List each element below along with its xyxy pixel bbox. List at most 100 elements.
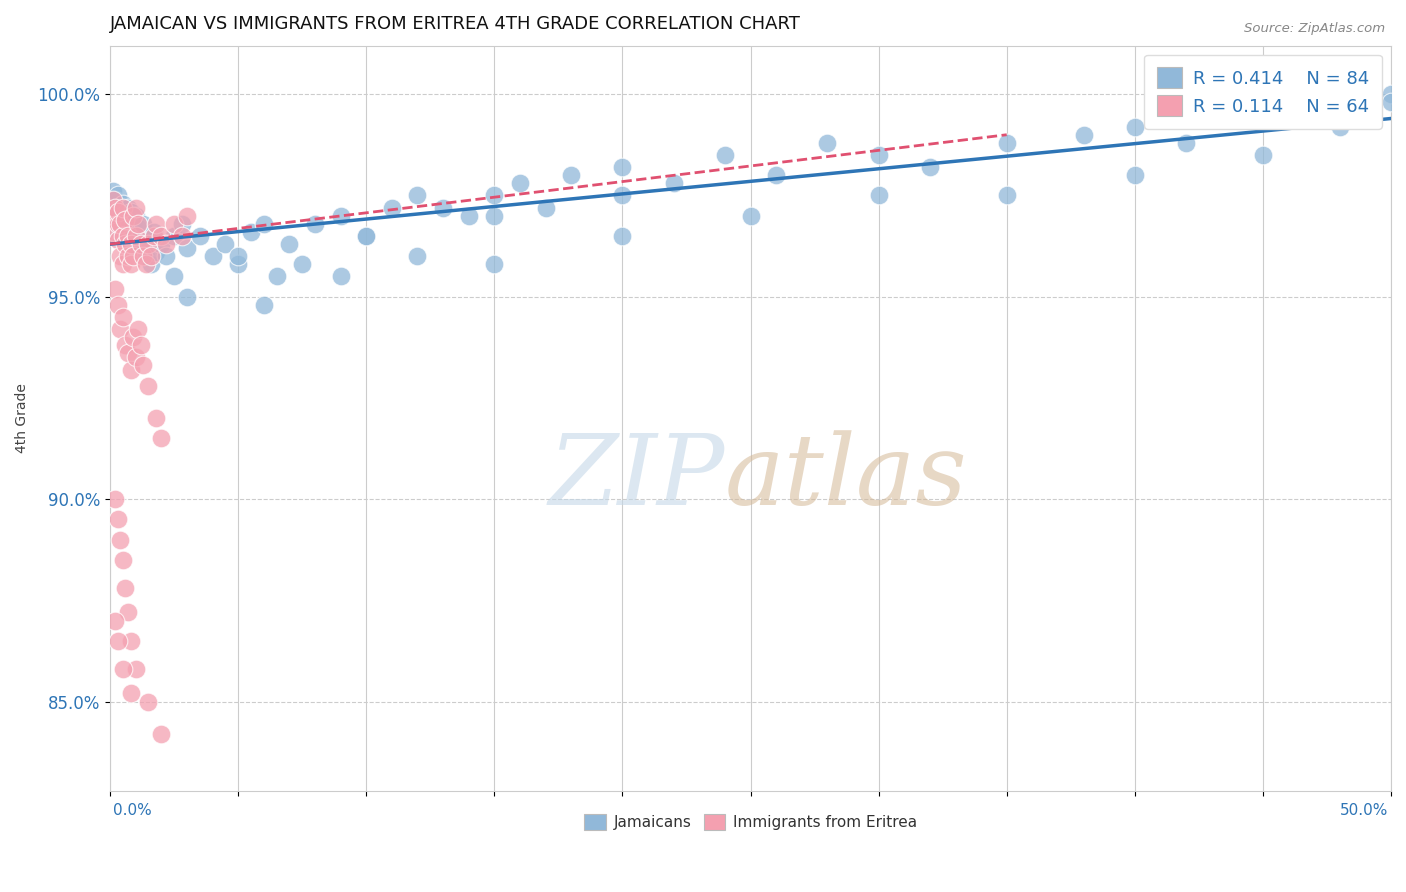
Point: [201, 249, 224, 263]
Point: [101, 193, 124, 207]
Point: [124, 662, 146, 676]
Point: [253, 217, 276, 231]
Point: [120, 362, 142, 376]
Point: [1123, 120, 1146, 134]
Point: [114, 212, 136, 227]
Point: [114, 581, 136, 595]
Point: [1251, 148, 1274, 162]
Point: [138, 694, 160, 708]
Point: [120, 237, 142, 252]
Point: [104, 204, 127, 219]
Point: [1303, 95, 1326, 110]
Point: [176, 241, 198, 255]
Point: [114, 237, 136, 252]
Point: [132, 249, 155, 263]
Point: [145, 411, 167, 425]
Point: [239, 225, 262, 239]
Point: [111, 196, 134, 211]
Point: [127, 217, 149, 231]
Point: [534, 201, 557, 215]
Text: 0.0%: 0.0%: [112, 803, 152, 818]
Text: Source: ZipAtlas.com: Source: ZipAtlas.com: [1244, 22, 1385, 36]
Point: [329, 269, 352, 284]
Point: [132, 217, 155, 231]
Point: [129, 338, 152, 352]
Point: [612, 229, 634, 244]
Point: [104, 492, 127, 507]
Point: [104, 201, 127, 215]
Point: [765, 168, 787, 182]
Text: 50.0%: 50.0%: [1340, 803, 1389, 818]
Point: [138, 378, 160, 392]
Point: [138, 237, 160, 252]
Point: [226, 257, 249, 271]
Point: [163, 229, 186, 244]
Point: [560, 168, 582, 182]
Text: ZIP: ZIP: [548, 430, 725, 525]
Point: [132, 359, 155, 373]
Point: [304, 217, 326, 231]
Point: [278, 237, 301, 252]
Point: [120, 686, 142, 700]
Point: [117, 606, 139, 620]
Point: [188, 229, 211, 244]
Point: [1123, 168, 1146, 182]
Point: [612, 160, 634, 174]
Point: [150, 237, 173, 252]
Point: [127, 220, 149, 235]
Point: [107, 512, 129, 526]
Y-axis label: 4th Grade: 4th Grade: [15, 384, 30, 453]
Point: [117, 346, 139, 360]
Point: [740, 209, 762, 223]
Point: [124, 229, 146, 244]
Point: [291, 257, 314, 271]
Point: [122, 209, 145, 223]
Point: [110, 201, 132, 215]
Point: [117, 229, 139, 244]
Point: [110, 249, 132, 263]
Point: [868, 148, 890, 162]
Point: [662, 177, 685, 191]
Point: [107, 233, 129, 247]
Point: [111, 209, 134, 223]
Point: [150, 431, 173, 445]
Point: [110, 225, 132, 239]
Point: [114, 338, 136, 352]
Point: [107, 298, 129, 312]
Point: [1251, 107, 1274, 121]
Point: [104, 282, 127, 296]
Point: [1379, 87, 1402, 102]
Point: [150, 727, 173, 741]
Point: [1354, 87, 1376, 102]
Point: [120, 633, 142, 648]
Point: [354, 229, 377, 244]
Point: [253, 298, 276, 312]
Point: [612, 188, 634, 202]
Point: [484, 209, 506, 223]
Point: [381, 201, 404, 215]
Point: [266, 269, 288, 284]
Point: [995, 136, 1018, 150]
Point: [142, 225, 165, 239]
Point: [107, 217, 129, 231]
Point: [111, 553, 134, 567]
Point: [509, 177, 531, 191]
Point: [110, 322, 132, 336]
Point: [122, 249, 145, 263]
Point: [120, 257, 142, 271]
Point: [111, 201, 134, 215]
Point: [101, 185, 124, 199]
Point: [868, 188, 890, 202]
Point: [170, 229, 193, 244]
Point: [176, 290, 198, 304]
Point: [114, 212, 136, 227]
Legend: Jamaicans, Immigrants from Eritrea: Jamaicans, Immigrants from Eritrea: [578, 808, 922, 837]
Point: [104, 193, 127, 207]
Point: [104, 225, 127, 239]
Point: [354, 229, 377, 244]
Point: [117, 201, 139, 215]
Point: [107, 204, 129, 219]
Point: [117, 220, 139, 235]
Point: [170, 217, 193, 231]
Point: [214, 237, 236, 252]
